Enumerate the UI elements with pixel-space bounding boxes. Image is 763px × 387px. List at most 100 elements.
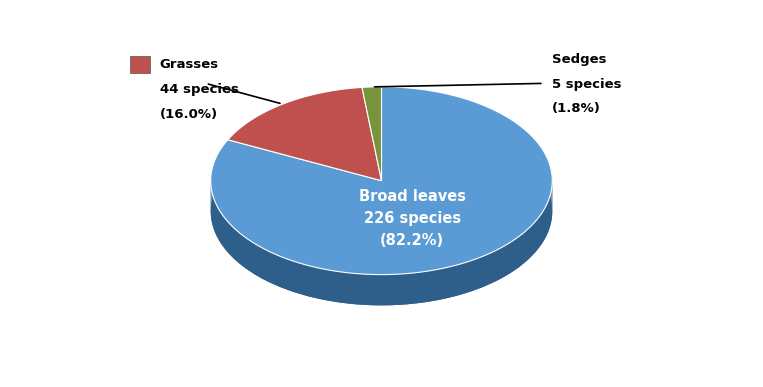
Polygon shape [417,272,419,303]
Polygon shape [246,238,248,270]
Polygon shape [503,245,505,277]
Polygon shape [227,221,229,253]
Polygon shape [501,247,503,279]
Polygon shape [519,235,520,267]
Polygon shape [404,274,407,305]
Polygon shape [352,273,355,304]
Polygon shape [362,87,382,181]
Polygon shape [433,270,436,301]
FancyBboxPatch shape [130,56,150,73]
Polygon shape [324,269,327,300]
Polygon shape [289,260,291,291]
Polygon shape [361,274,364,305]
Polygon shape [270,252,272,284]
Text: Broad leaves
226 species
(82.2%): Broad leaves 226 species (82.2%) [359,188,465,248]
Polygon shape [219,209,220,241]
Polygon shape [382,275,385,305]
Polygon shape [346,272,349,304]
Polygon shape [542,211,543,243]
Polygon shape [430,270,433,301]
Polygon shape [419,272,422,303]
Polygon shape [452,265,456,297]
Polygon shape [318,268,320,299]
Polygon shape [447,267,450,298]
Polygon shape [490,252,492,284]
Polygon shape [509,242,511,274]
Polygon shape [523,231,525,264]
Polygon shape [387,274,390,305]
Polygon shape [349,273,352,304]
Polygon shape [299,263,302,295]
Polygon shape [511,241,513,272]
Polygon shape [372,274,375,305]
Polygon shape [279,256,282,288]
Polygon shape [513,239,515,271]
Polygon shape [264,249,266,281]
Polygon shape [515,238,517,270]
Polygon shape [259,247,262,278]
Polygon shape [544,208,545,240]
Polygon shape [393,274,396,305]
Polygon shape [402,274,404,305]
Polygon shape [335,271,337,302]
Polygon shape [329,270,332,301]
Polygon shape [481,256,483,288]
Polygon shape [410,273,414,304]
Polygon shape [425,271,428,302]
Polygon shape [530,226,531,258]
Polygon shape [385,274,387,305]
Polygon shape [256,244,257,276]
Polygon shape [476,258,478,290]
Polygon shape [302,264,304,295]
Polygon shape [488,253,490,285]
Ellipse shape [211,118,552,305]
Polygon shape [378,275,382,305]
Polygon shape [445,267,447,299]
Polygon shape [369,274,372,305]
Polygon shape [536,219,538,251]
Polygon shape [218,208,219,240]
Polygon shape [285,258,287,289]
Polygon shape [439,269,442,300]
Polygon shape [241,234,243,266]
Polygon shape [526,229,528,261]
Polygon shape [277,255,279,287]
Polygon shape [517,237,519,269]
Polygon shape [220,211,221,243]
Polygon shape [355,274,358,305]
Polygon shape [540,214,541,247]
Polygon shape [485,254,488,286]
Polygon shape [253,243,256,275]
Polygon shape [468,261,471,292]
Polygon shape [211,87,552,275]
Polygon shape [320,269,324,300]
Polygon shape [422,272,425,303]
Polygon shape [228,87,382,181]
Polygon shape [358,274,361,305]
Polygon shape [332,271,335,302]
Polygon shape [237,231,239,263]
Polygon shape [287,259,289,290]
Polygon shape [473,259,476,291]
Polygon shape [248,239,250,271]
Polygon shape [291,260,295,292]
Polygon shape [275,254,277,286]
Polygon shape [390,274,393,305]
Polygon shape [539,216,540,248]
Polygon shape [295,261,297,293]
Text: (16.0%): (16.0%) [159,108,217,121]
Polygon shape [414,272,417,304]
Polygon shape [466,262,468,293]
Polygon shape [250,240,252,272]
Polygon shape [399,274,402,305]
Polygon shape [471,260,473,291]
Polygon shape [244,236,246,269]
Polygon shape [463,262,466,294]
Polygon shape [262,248,264,279]
Polygon shape [224,217,225,249]
Polygon shape [538,217,539,249]
Polygon shape [428,271,430,302]
Polygon shape [543,209,544,242]
Polygon shape [478,257,481,289]
Polygon shape [375,274,378,305]
